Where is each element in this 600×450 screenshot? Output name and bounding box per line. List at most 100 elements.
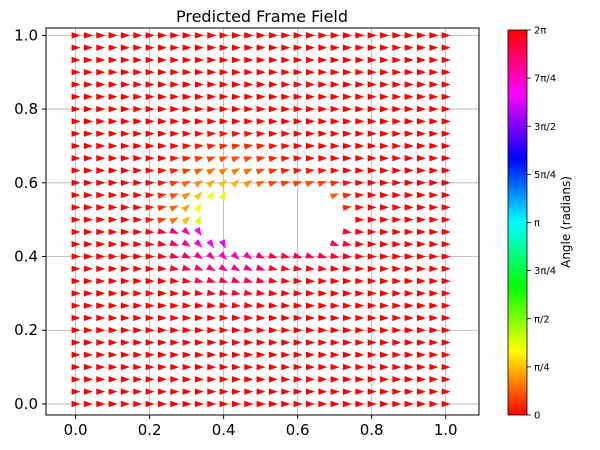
field-arrow — [293, 363, 303, 371]
field-arrow — [404, 69, 414, 76]
field-arrow — [206, 156, 217, 163]
field-arrow — [417, 142, 427, 150]
field-arrow — [145, 339, 155, 346]
field-arrow — [441, 302, 451, 309]
field-arrow — [194, 289, 204, 297]
field-arrow — [441, 204, 451, 211]
field-arrow — [404, 44, 414, 51]
field-arrow — [280, 167, 291, 175]
field-arrow — [83, 81, 93, 88]
field-arrow — [181, 168, 192, 175]
field-arrow — [355, 142, 365, 150]
field-arrow — [355, 228, 365, 235]
field-arrow — [157, 192, 167, 199]
field-arrow — [182, 130, 192, 137]
field-arrow — [194, 226, 202, 237]
field-arrow — [108, 155, 118, 162]
field-arrow — [244, 118, 254, 125]
field-arrow — [343, 388, 352, 395]
field-arrow — [268, 363, 278, 371]
field-arrow — [441, 327, 451, 334]
field-arrow — [355, 290, 365, 297]
field-arrow — [207, 69, 217, 76]
field-arrow — [318, 277, 328, 285]
field-arrow — [169, 205, 179, 212]
field-arrow — [355, 179, 365, 187]
field-arrow — [330, 363, 340, 371]
field-arrow — [96, 253, 106, 260]
field-arrow — [417, 253, 427, 260]
field-arrow — [231, 351, 241, 358]
field-arrow — [194, 203, 202, 213]
field-arrow — [305, 44, 315, 51]
field-arrow — [169, 193, 180, 200]
field-arrow — [305, 400, 315, 408]
field-arrow — [417, 69, 427, 76]
field-arrow — [318, 93, 328, 100]
field-arrow — [133, 241, 143, 248]
field-arrow — [206, 276, 217, 284]
field-arrow — [170, 290, 180, 297]
field-arrow — [182, 105, 192, 113]
colorbar-label: Angle (radians) — [559, 176, 573, 268]
field-arrow — [404, 327, 414, 334]
field-arrow — [145, 302, 155, 309]
field-arrow — [96, 191, 106, 199]
field-arrow — [71, 363, 81, 371]
x-tick-label: 0.0 — [64, 421, 88, 439]
field-arrow — [417, 204, 427, 211]
field-arrow — [367, 265, 377, 272]
field-arrow — [318, 167, 328, 175]
field-arrow — [170, 32, 180, 39]
field-arrow — [330, 351, 340, 358]
field-arrow — [194, 339, 204, 346]
field-arrow — [145, 204, 155, 211]
field-arrow — [355, 351, 365, 358]
field-arrow — [108, 241, 118, 248]
field-arrow — [108, 376, 118, 383]
field-arrow — [182, 44, 192, 51]
field-arrow — [133, 142, 143, 150]
field-arrow — [231, 93, 241, 100]
field-arrow — [441, 400, 451, 408]
field-arrow — [293, 314, 303, 322]
field-arrow — [417, 216, 427, 223]
field-arrow — [231, 118, 241, 125]
field-arrow — [145, 44, 155, 51]
field-arrow — [417, 155, 427, 162]
field-arrow — [355, 81, 365, 88]
field-arrow — [182, 376, 192, 383]
field-arrow — [392, 130, 402, 137]
field-arrow — [281, 130, 291, 137]
field-arrow — [404, 93, 414, 100]
field-arrow — [83, 167, 93, 174]
field-arrow — [392, 228, 402, 236]
field-arrow — [96, 142, 106, 150]
field-arrow — [169, 180, 180, 187]
field-arrow — [231, 400, 241, 408]
colorbar-tick-label: 2π — [534, 26, 546, 37]
field-arrow — [182, 69, 192, 76]
field-arrow — [380, 142, 390, 150]
field-arrow — [305, 265, 315, 272]
field-arrow — [120, 93, 130, 100]
field-arrow — [182, 400, 192, 408]
field-arrow — [182, 302, 192, 309]
field-arrow — [157, 217, 167, 224]
field-arrow — [367, 179, 377, 187]
field-arrow — [268, 252, 278, 259]
field-arrow — [392, 363, 402, 371]
field-arrow — [367, 167, 377, 174]
field-arrow — [207, 327, 217, 334]
field-arrow — [268, 388, 278, 395]
field-arrow — [305, 388, 315, 395]
field-arrow — [256, 351, 266, 358]
field-arrow — [133, 327, 143, 334]
field-arrow — [120, 191, 130, 199]
field-arrow — [367, 351, 377, 358]
field-arrow — [120, 204, 130, 211]
field-arrow — [268, 93, 278, 100]
field-arrow — [330, 81, 340, 88]
field-arrow — [380, 155, 390, 162]
field-arrow — [206, 264, 216, 272]
